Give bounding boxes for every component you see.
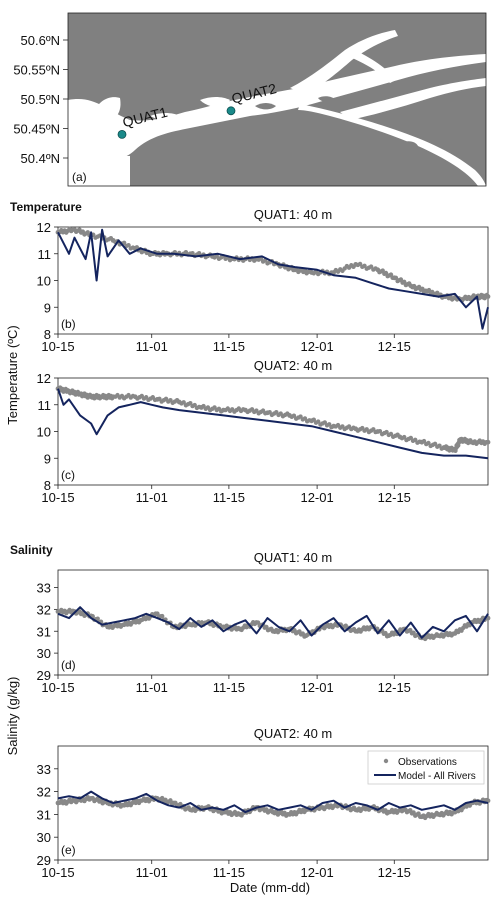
x-tick-label: 11-01 — [136, 680, 168, 695]
observation-point — [121, 240, 127, 245]
observation-point — [126, 242, 131, 248]
section-title-salinity: Salinity — [10, 543, 53, 557]
x-tick-label: 12-01 — [300, 339, 333, 354]
panel-title: QUAT1: 40 m — [254, 550, 333, 565]
map-lat-tick-label: 50.55ºN — [13, 63, 60, 78]
x-tick-label: 11-15 — [213, 865, 245, 880]
y-axis-label-temperature: Temperature (ºC) — [5, 325, 20, 424]
y-tick-label: 8 — [44, 478, 51, 493]
y-tick-label: 9 — [44, 300, 51, 315]
x-tick-label: 11-15 — [213, 339, 245, 354]
x-tick-label: 12-01 — [300, 680, 333, 695]
section-title-temperature: Temperature — [10, 200, 82, 214]
y-tick-label: 9 — [44, 451, 51, 466]
x-tick-label: 12-15 — [378, 865, 411, 880]
chart-panel-c: QUAT2: 40 m 8 9 10 11 12 10-15 11-01 11-15 12-01 1… — [37, 358, 491, 505]
chart-panel-e: QUAT2: 40 m 29 30 31 32 33 10-15 11-01 11-15 12-0… — [37, 726, 491, 880]
panel-title: QUAT2: 40 m — [254, 358, 333, 373]
panel-title: QUAT2: 40 m — [254, 726, 333, 741]
chart-panel-b: QUAT1: 40 m 8 9 10 11 12 10-15 11-01 11-15 12-01 1… — [37, 207, 491, 354]
y-tick-label: 30 — [37, 646, 51, 661]
map-lat-tick-label: 50.45ºN — [13, 122, 60, 137]
y-tick-label: 29 — [37, 853, 51, 868]
panel-label: (d) — [61, 658, 76, 672]
y-tick-label: 10 — [37, 274, 51, 289]
observation-point — [255, 620, 261, 625]
observation-point — [178, 801, 183, 807]
station-marker-quat2 — [226, 106, 236, 116]
observation-point — [408, 807, 413, 813]
y-tick-label: 12 — [37, 371, 51, 386]
y-tick-label: 30 — [37, 830, 51, 845]
legend: Observations Model - All Rivers — [367, 750, 485, 785]
observation-point — [485, 439, 491, 445]
y-tick-label: 11 — [38, 398, 52, 413]
y-axis-label-salinity: Salinity (g/kg) — [5, 677, 20, 756]
x-tick-label: 10-15 — [41, 680, 74, 695]
station-marker-quat1 — [117, 129, 127, 139]
chart-panel-d: QUAT1: 40 m 29 30 31 32 33 10-15 11-01 11-15 12-0… — [37, 550, 491, 695]
map-frame — [67, 12, 487, 187]
series-model-line — [57, 228, 489, 330]
map-lat-tick-label: 50.4ºN — [21, 151, 60, 166]
x-tick-label: 11-15 — [213, 680, 245, 695]
y-tick-label: 33 — [37, 762, 51, 777]
map-lat-tick-label: 50.5ºN — [21, 92, 60, 107]
legend-observations-marker — [383, 758, 389, 764]
y-tick-label: 33 — [37, 581, 51, 596]
x-tick-label: 11-01 — [136, 339, 168, 354]
panel-label: (c) — [61, 468, 75, 482]
map-lat-tick-label: 50.6ºN — [21, 33, 60, 48]
x-tick-label: 12-01 — [300, 865, 333, 880]
observation-point — [485, 294, 491, 299]
x-tick-label: 11-01 — [136, 490, 168, 505]
x-tick-label: 12-01 — [300, 490, 333, 505]
x-tick-label: 11-15 — [213, 490, 245, 505]
water-channels — [68, 30, 486, 186]
series-model-line — [57, 606, 489, 639]
x-tick-label: 12-15 — [378, 339, 411, 354]
legend-observations-label: Observations — [398, 757, 457, 768]
y-tick-label: 29 — [37, 668, 51, 683]
observation-point — [173, 800, 178, 806]
legend-box — [367, 750, 485, 785]
observation-point — [411, 810, 416, 815]
x-tick-label: 12-15 — [378, 680, 411, 695]
series-observations — [55, 607, 491, 642]
y-tick-label: 12 — [37, 220, 51, 235]
panel-label: (e) — [61, 843, 76, 857]
legend-model-label: Model - All Rivers — [398, 771, 476, 782]
map-lat-ticks: 50.6ºN 50.55ºN 50.5ºN 50.45ºN 50.4ºN — [13, 33, 68, 166]
observation-point — [264, 624, 269, 630]
y-tick-label: 8 — [44, 327, 51, 342]
observation-point — [159, 613, 165, 619]
panel-label-a: (a) — [72, 170, 87, 184]
observation-point — [408, 627, 413, 633]
observation-point — [416, 811, 421, 816]
y-tick-label: 31 — [37, 624, 51, 639]
y-tick-label: 32 — [37, 602, 51, 617]
y-tick-label: 11 — [38, 247, 52, 262]
observation-point — [383, 630, 388, 636]
observation-point — [95, 616, 100, 621]
series-model-line — [57, 790, 489, 814]
panel-title: QUAT1: 40 m — [254, 207, 333, 222]
x-axis-label: Date (mm-dd) — [230, 880, 310, 895]
observation-point — [411, 630, 416, 635]
panel-label: (b) — [61, 317, 76, 331]
x-tick-label: 10-15 — [41, 339, 74, 354]
y-tick-label: 10 — [37, 425, 51, 440]
y-tick-label: 32 — [37, 785, 51, 800]
x-tick-label: 12-15 — [378, 490, 411, 505]
x-tick-label: 10-15 — [41, 865, 74, 880]
x-tick-label: 10-15 — [41, 490, 74, 505]
islands — [255, 96, 418, 147]
series-model-line — [57, 388, 489, 460]
y-tick-label: 31 — [37, 807, 51, 822]
x-tick-label: 11-01 — [136, 865, 168, 880]
